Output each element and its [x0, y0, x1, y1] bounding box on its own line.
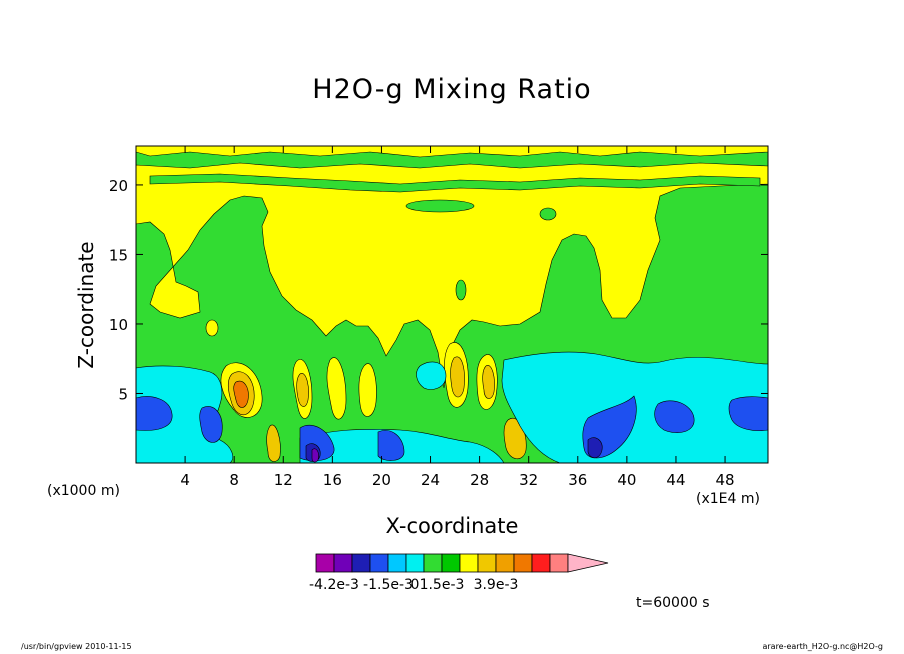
colorbar-swatch: [549, 553, 569, 573]
x-tick-label: 32: [519, 471, 538, 489]
time-label: t=60000 s: [636, 595, 710, 611]
colorbar-swatch: [513, 553, 533, 573]
colorbar-swatch: [441, 553, 461, 573]
chart-title: H2O-g Mixing Ratio: [312, 74, 592, 105]
y-axis-label: Z-coordinate: [74, 241, 98, 369]
field-yellow-upper: [136, 146, 768, 158]
y-tick-label: 10: [109, 316, 128, 334]
colorbar-label: 3.9e-3: [474, 577, 519, 593]
colorbar-label: 1.5e-3: [420, 577, 465, 593]
colorbar-swatch: [495, 553, 515, 573]
field-blue-core: [654, 400, 695, 433]
x-unit-label: (x1000 m): [47, 483, 120, 499]
field-cyan-region: [416, 361, 447, 390]
colorbar-swatch: [405, 553, 425, 573]
colorbar: -4.2e-3 -1.5e-30 1.5e-3 3.9e-3: [309, 553, 609, 593]
colorbar-swatch: [333, 553, 353, 573]
colorbar-swatch: [423, 553, 443, 573]
colorbar-swatch: [369, 553, 389, 573]
x-tick-label: 8: [229, 471, 239, 489]
colorbar-swatch: [531, 553, 551, 573]
field-blue-core: [199, 406, 223, 443]
x-tick-label: 16: [323, 471, 342, 489]
field-blue-core: [587, 437, 603, 459]
field-blue-core: [136, 396, 173, 431]
colorbar-label: 0: [411, 577, 420, 593]
x-tick-label: 12: [274, 471, 293, 489]
footer-right: arare-earth_H2O-g.nc@H2O-g: [762, 642, 883, 651]
field-blue-core: [728, 396, 768, 431]
field-green-blob: [455, 279, 467, 301]
colorbar-swatch: [477, 553, 497, 573]
colorbar-label: -1.5e-3: [363, 577, 413, 593]
colorbar-swatch: [387, 553, 407, 573]
field-orange-core: [266, 424, 281, 462]
x-tick-label: 44: [666, 471, 685, 489]
field-orange-core: [482, 365, 495, 399]
colorbar-swatch: [459, 553, 479, 573]
x-tick-label: 48: [716, 471, 735, 489]
field-blue-core: [377, 430, 405, 461]
field-green-streak: [149, 173, 761, 193]
x-axis-label: X-coordinate: [385, 514, 519, 538]
field-yellow-finger: [358, 363, 377, 417]
colorbar-swatch: [315, 553, 335, 573]
x-tick-label: 20: [372, 471, 391, 489]
plot-frame: [135, 145, 769, 464]
field-green-blob: [405, 199, 475, 213]
colorbar-label: -4.2e-3: [309, 577, 359, 593]
x-tick-label: 36: [568, 471, 587, 489]
x-tick-label: 28: [470, 471, 489, 489]
field-orange-core: [233, 380, 249, 408]
field-green-blob: [539, 207, 557, 221]
footer-left: /usr/bin/gpview 2010-11-15: [21, 642, 132, 651]
colorbar-swatch: [351, 553, 371, 573]
y-axis: 5 10 15 20: [109, 177, 768, 403]
field-yellow-blob: [205, 319, 219, 337]
field-orange-core: [296, 373, 309, 407]
field-orange-core: [450, 356, 465, 398]
x-tick-label: 4: [180, 471, 190, 489]
field-purple-core: [311, 448, 319, 463]
x-tick-label: 40: [617, 471, 636, 489]
y-tick-label: 15: [109, 246, 128, 264]
y-tick-label: 20: [109, 177, 128, 195]
colorbar-arrow: [567, 553, 609, 573]
x-scale-label: (x1E4 m): [696, 491, 760, 507]
x-tick-label: 24: [421, 471, 440, 489]
contour-field: [136, 146, 768, 463]
y-tick-label: 5: [118, 385, 128, 403]
x-axis: 4 8 12 16 20 24 28 32 36 40 44 48: [180, 146, 735, 489]
field-yellow-finger: [326, 357, 347, 420]
